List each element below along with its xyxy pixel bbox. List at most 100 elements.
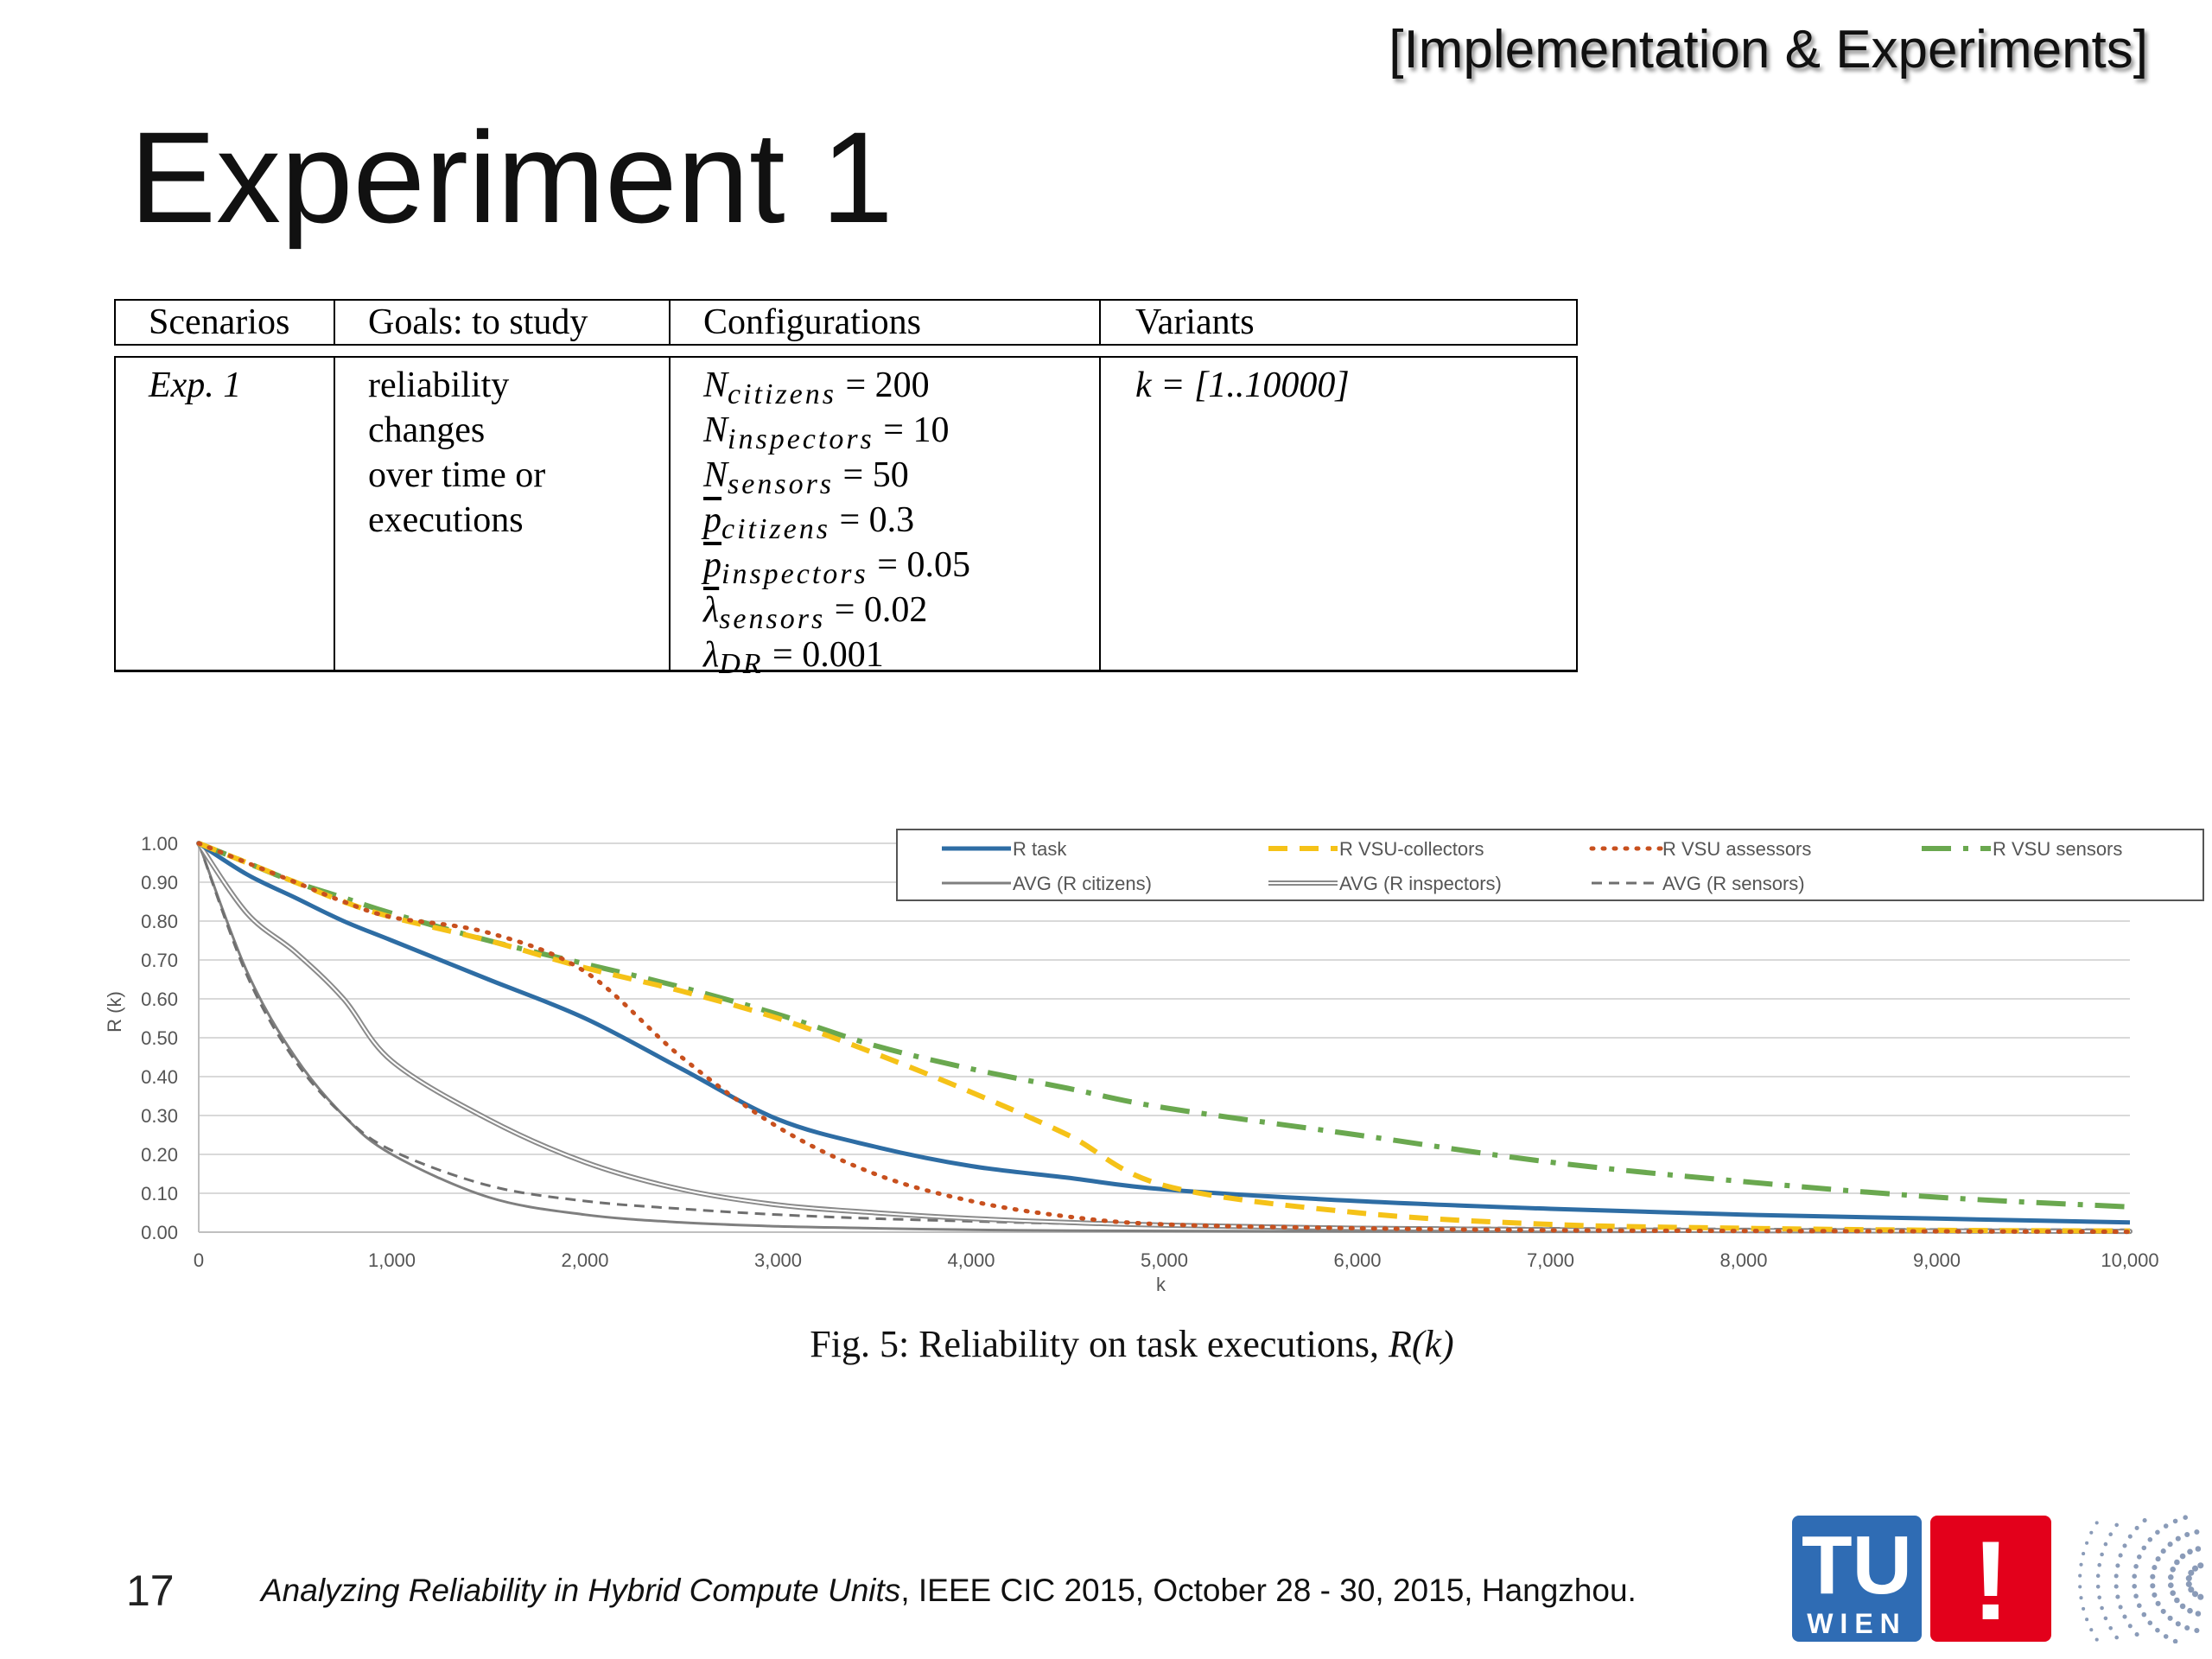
logo-dot: [2160, 1548, 2166, 1554]
logo-dot: [2197, 1593, 2204, 1600]
logo-dot: [2113, 1573, 2119, 1579]
figure-caption: Fig. 5: Reliability on task executions, …: [0, 1322, 2212, 1366]
logo-dot: [2134, 1525, 2139, 1530]
logo-dot: [2079, 1562, 2083, 1567]
goal-line: reliability: [368, 365, 510, 405]
config-value: = 0.3: [830, 500, 915, 540]
paper-title: Analyzing Reliability in Hybrid Compute …: [261, 1573, 901, 1608]
logo-dot: [2179, 1603, 2186, 1610]
logo-exclamation: !: [1972, 1517, 2009, 1643]
logo-dot: [2097, 1562, 2101, 1567]
logo-dot: [2167, 1541, 2173, 1548]
logo-dot: [2147, 1620, 2153, 1625]
legend-label: R VSU-collectors: [1339, 838, 1484, 860]
slide-number: 17: [126, 1567, 175, 1615]
logo-dot: [2114, 1635, 2119, 1640]
logo-dot: [2137, 1554, 2142, 1560]
logo-dot: [2142, 1518, 2147, 1523]
logo-dot: [2197, 1562, 2204, 1569]
logo-dot: [2163, 1634, 2169, 1639]
goal-cell: reliability changes over time or executi…: [335, 358, 671, 670]
configuration-line: Ninspectors = 10: [703, 408, 1099, 454]
scenario-cell: Exp. 1: [116, 358, 335, 670]
logo-dot: [2168, 1582, 2174, 1588]
config-symbol: p: [703, 500, 721, 540]
logo-dot: [2194, 1529, 2200, 1535]
x-tick-label: 4,000: [947, 1249, 995, 1271]
logo-dot: [2127, 1534, 2133, 1539]
y-tick-label: 0.00: [141, 1222, 178, 1243]
logo-dot: [2141, 1611, 2147, 1618]
config-symbol: p: [703, 545, 721, 585]
logo-dot: [2170, 1567, 2176, 1573]
config-subscript: citizens: [721, 513, 830, 545]
config-value: = 200: [836, 365, 930, 405]
page-title: Experiment 1: [130, 105, 893, 250]
config-symbol: λ: [703, 590, 720, 630]
experiment-table: Scenarios Goals: to study Configurations…: [114, 299, 1578, 679]
logo-dot: [2155, 1627, 2160, 1633]
x-tick-label: 9,000: [1913, 1249, 1961, 1271]
legend-box: [896, 829, 2204, 901]
logo-dot: [2141, 1545, 2147, 1551]
logo-dot: [2094, 1521, 2099, 1525]
citation: Analyzing Reliability in Hybrid Compute …: [261, 1573, 1637, 1609]
variant-cell: k = [1..10000]: [1101, 358, 1576, 670]
config-value: = 0.02: [825, 590, 928, 630]
logo-dot: [2103, 1616, 2108, 1621]
configuration-line: pinspectors = 0.05: [703, 543, 1099, 590]
logo-dot: [2115, 1563, 2120, 1568]
legend-label: R VSU sensors: [1993, 838, 2122, 860]
logo-dot: [2155, 1600, 2161, 1606]
logo-dot: [2170, 1590, 2176, 1596]
logo-dot: [2167, 1615, 2173, 1621]
goal-line: executions: [368, 500, 524, 540]
tu-wien-logo: TU WIEN !: [1792, 1515, 2204, 1643]
configuration-line: λsensors = 0.02: [703, 588, 1099, 635]
table-row: Exp. 1 reliability changes over time or …: [114, 356, 1578, 679]
table-header-row: Scenarios Goals: to study Configurations…: [114, 299, 1578, 346]
logo-dot: [2172, 1518, 2178, 1524]
config-subscript: inspectors: [721, 558, 868, 590]
logo-dot: [2175, 1621, 2181, 1627]
logo-red-block: [1930, 1516, 2051, 1642]
logo-dot: [2082, 1606, 2086, 1611]
variant-value: k = [1..10000]: [1135, 365, 1350, 405]
legend-label: AVG (R sensors): [1662, 873, 1805, 894]
x-tick-label: 5,000: [1141, 1249, 1188, 1271]
logo-dot-pattern: [2078, 1515, 2204, 1643]
logo-dot: [2150, 1573, 2156, 1580]
y-tick-label: 0.80: [141, 911, 178, 932]
config-subscript: sensors: [719, 603, 826, 635]
y-tick-label: 1.00: [141, 833, 178, 855]
x-tick-label: 0: [194, 1249, 204, 1271]
x-tick-label: 7,000: [1527, 1249, 1574, 1271]
logo-dot: [2184, 1531, 2190, 1538]
y-tick-label: 0.90: [141, 872, 178, 893]
y-tick-label: 0.40: [141, 1066, 178, 1088]
header-variants: Variants: [1135, 302, 1255, 342]
x-tick-label: 6,000: [1333, 1249, 1381, 1271]
config-symbol: λ: [703, 635, 720, 675]
config-symbol: N: [703, 410, 728, 450]
logo-dot: [2089, 1530, 2094, 1535]
config-value: = 0.05: [868, 545, 970, 585]
configuration-line: Nsensors = 50: [703, 453, 1099, 499]
x-axis-label: k: [1156, 1274, 1166, 1295]
config-value: = 0.001: [763, 635, 884, 675]
logo-dot: [2127, 1624, 2133, 1629]
logo-wien-text: WIEN: [1807, 1608, 1907, 1639]
logo-dot: [2195, 1611, 2202, 1617]
logo-dot: [2079, 1596, 2083, 1600]
header-configurations: Configurations: [671, 301, 1101, 344]
logo-dot: [2095, 1573, 2101, 1578]
series-line-r-vsu-assessors: [196, 841, 2133, 1235]
series-line-avg-r-sensors: [197, 842, 2131, 1231]
logo-dot: [2133, 1564, 2139, 1569]
logo-dot: [2183, 1515, 2188, 1520]
series-line-r-vsu-sensors: [197, 841, 2131, 1210]
legend-label: AVG (R citizens): [1013, 873, 1152, 894]
config-value: = 50: [834, 455, 909, 495]
logo-dot: [2195, 1546, 2202, 1552]
logo-dot: [2188, 1586, 2195, 1593]
